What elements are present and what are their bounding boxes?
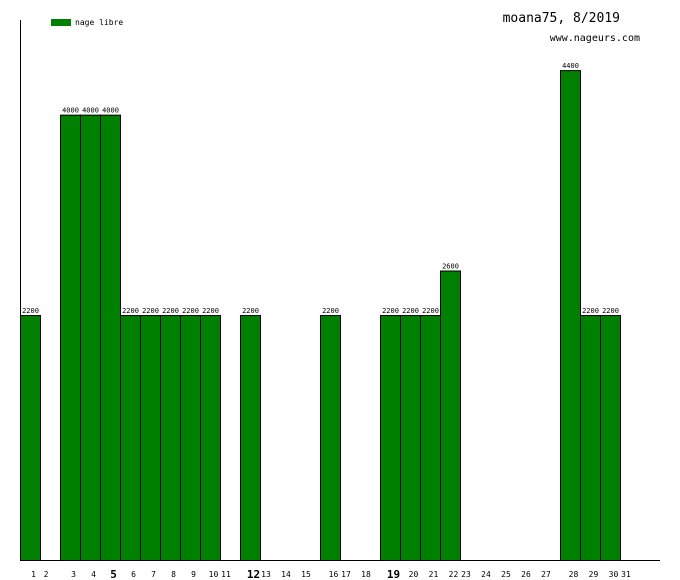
bar-label-day-30: 2200 [602, 307, 619, 315]
x-tick-21: 21 [429, 570, 439, 579]
chart-subtitle: www.nageurs.com [550, 33, 640, 44]
bar-day-21 [420, 315, 441, 561]
x-tick-22: 22 [449, 570, 459, 579]
bar-day-16 [320, 315, 341, 561]
x-tick-7: 7 [151, 570, 156, 579]
x-tick-30: 30 [609, 570, 619, 579]
bar-day-7 [140, 315, 161, 561]
x-tick-27: 27 [541, 570, 551, 579]
bar-label-day-29: 2200 [582, 307, 599, 315]
legend-swatch [51, 19, 71, 26]
bar-day-4 [80, 114, 101, 562]
bar-day-3 [60, 114, 81, 562]
bar-day-30 [600, 315, 621, 561]
chart-title: moana75, 8/2019 [503, 11, 620, 26]
legend: nage libre [51, 18, 123, 27]
bar-label-day-22: 2600 [442, 263, 459, 271]
x-tick-13: 13 [261, 570, 271, 579]
x-tick-1: 1 [31, 570, 36, 579]
x-tick-14: 14 [281, 570, 291, 579]
x-tick-4: 4 [91, 570, 96, 579]
x-tick-6: 6 [131, 570, 136, 579]
bar-day-1 [20, 315, 41, 561]
bar-day-19 [380, 315, 401, 561]
bar-label-day-1: 2200 [22, 307, 39, 315]
x-tick-31: 31 [621, 570, 631, 579]
x-tick-26: 26 [521, 570, 531, 579]
x-tick-25: 25 [501, 570, 511, 579]
bar-label-day-12: 2200 [242, 307, 259, 315]
bars [20, 70, 621, 562]
bar-day-29 [580, 315, 601, 561]
x-tick-8: 8 [171, 570, 176, 579]
x-tick-15: 15 [301, 570, 311, 579]
bar-day-9 [180, 315, 201, 561]
bar-label-day-8: 2200 [162, 307, 179, 315]
bar-label-day-6: 2200 [122, 307, 139, 315]
bar-day-20 [400, 315, 421, 561]
x-tick-17: 17 [341, 570, 351, 579]
bar-day-5 [100, 114, 121, 562]
x-tick-12: 12 [247, 568, 260, 580]
x-tick-29: 29 [589, 570, 599, 579]
bar-day-28 [560, 70, 581, 562]
x-tick-5: 5 [110, 568, 117, 580]
x-tick-16: 16 [329, 570, 339, 579]
bar-label-day-21: 2200 [422, 307, 439, 315]
x-ticks: 1 2 3 4 5 6 7 8 9 10 11 12 13 14 15 16 17 18 19 20 21 22 23 24 2… [31, 568, 631, 580]
bar-day-12 [240, 315, 261, 561]
bar-label-day-20: 2200 [402, 307, 419, 315]
bar-label-day-9: 2200 [182, 307, 199, 315]
bar-label-day-7: 2200 [142, 307, 159, 315]
bar-label-day-10: 2200 [202, 307, 219, 315]
bar-label-day-16: 2200 [322, 307, 339, 315]
x-tick-23: 23 [461, 570, 471, 579]
x-tick-19: 19 [387, 568, 400, 580]
bar-day-6 [120, 315, 141, 561]
legend-label: nage libre [75, 18, 123, 27]
x-tick-28: 28 [569, 570, 579, 579]
bar-day-8 [160, 315, 181, 561]
x-tick-24: 24 [481, 570, 491, 579]
bar-label-day-3: 4000 [62, 107, 79, 115]
x-tick-20: 20 [409, 570, 419, 579]
bar-day-10 [200, 315, 221, 561]
x-tick-9: 9 [191, 570, 196, 579]
x-tick-11: 11 [221, 570, 231, 579]
bar-label-day-5: 4000 [102, 107, 119, 115]
x-tick-3: 3 [71, 570, 76, 579]
x-tick-2: 2 [44, 570, 49, 579]
bar-day-22 [440, 270, 461, 561]
bar-label-day-4: 4000 [82, 107, 99, 115]
x-tick-18: 18 [361, 570, 371, 579]
x-tick-10: 10 [209, 570, 219, 579]
bar-label-day-19: 2200 [382, 307, 399, 315]
bar-label-day-28: 4400 [562, 62, 579, 70]
